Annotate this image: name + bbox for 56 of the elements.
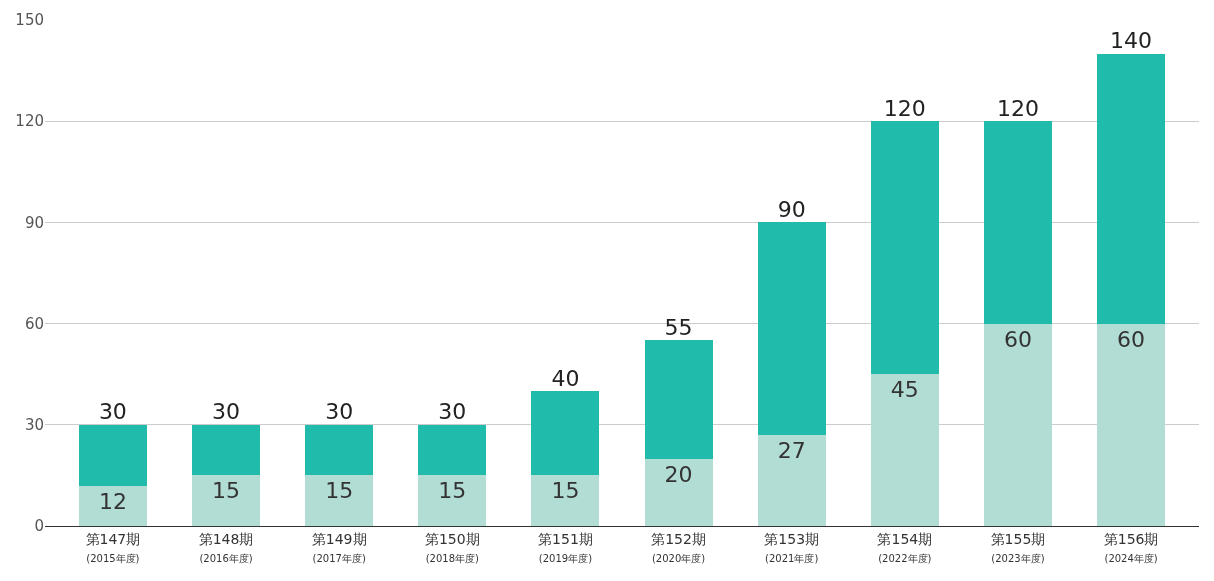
bar <box>78 424 147 486</box>
bar <box>418 424 487 476</box>
bar <box>757 222 826 435</box>
bar <box>192 424 260 476</box>
data-label: 15 <box>438 478 467 504</box>
total-label: 120 <box>996 95 1039 121</box>
bar <box>870 121 939 375</box>
bar <box>531 475 600 526</box>
data-label: 12 <box>98 488 127 514</box>
x-tick-label: 第156期 (2024年度) <box>1103 530 1159 564</box>
y-tick-label: 30 <box>24 416 44 435</box>
total-label: 40 <box>551 365 580 391</box>
x-tick-label: 第152期 (2020年度) <box>651 530 706 564</box>
data-label: 60 <box>1003 326 1032 352</box>
bar <box>984 121 1052 324</box>
bar <box>305 424 374 476</box>
total-label: 55 <box>664 314 693 340</box>
total-label: 90 <box>777 196 806 222</box>
data-label: 27 <box>777 437 806 463</box>
y-tick-label: 0 <box>34 517 44 536</box>
total-label: 30 <box>438 399 467 425</box>
data-label: 15 <box>551 478 580 504</box>
x-tick-label: 第153期 (2021年度) <box>764 530 820 564</box>
bar <box>192 475 260 526</box>
bar <box>418 475 487 526</box>
bar <box>644 340 713 459</box>
total-label: 140 <box>1110 28 1153 54</box>
bar <box>1097 53 1166 324</box>
x-tick-label: 第148期 (2016年度) <box>198 530 254 564</box>
data-label: 15 <box>212 478 241 504</box>
x-tick-label: 第151期 (2019年度) <box>538 530 593 564</box>
data-label: 20 <box>664 461 693 487</box>
bar <box>870 374 939 526</box>
total-label: 30 <box>325 399 354 425</box>
y-tick-label: 120 <box>15 112 44 131</box>
x-tick-label: 第149期 (2017年度) <box>311 530 367 564</box>
x-tick-label: 第150期 (2018年度) <box>424 530 480 564</box>
y-tick-label: 60 <box>24 314 44 333</box>
total-label: 120 <box>883 95 926 121</box>
x-tick-label: 第154期 (2022年度) <box>877 530 933 564</box>
bar <box>305 475 374 526</box>
bar <box>531 391 600 476</box>
bar <box>78 485 147 526</box>
total-label: 30 <box>98 399 127 425</box>
bar <box>644 458 713 526</box>
x-tick-label: 第147期 (2015年度) <box>85 530 141 564</box>
data-label: 15 <box>325 478 354 504</box>
data-label: 45 <box>890 377 919 403</box>
y-tick-label: 150 <box>15 11 44 30</box>
total-label: 30 <box>212 399 241 425</box>
bar <box>984 323 1052 526</box>
y-tick-label: 90 <box>24 213 44 232</box>
bar <box>757 434 826 526</box>
data-label: 60 <box>1117 326 1146 352</box>
x-tick-label: 第155期 (2023年度) <box>990 530 1046 564</box>
bar <box>1097 323 1166 526</box>
